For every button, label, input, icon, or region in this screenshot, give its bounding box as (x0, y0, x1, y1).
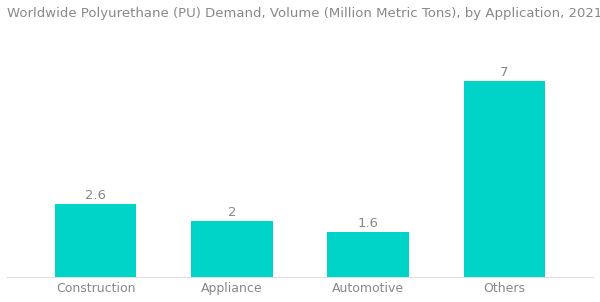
Text: 2.6: 2.6 (85, 189, 106, 202)
Bar (464, 81, 545, 277)
Bar (191, 221, 273, 277)
Text: 1.6: 1.6 (358, 217, 379, 230)
Text: 7: 7 (500, 66, 509, 79)
Bar (55, 204, 136, 277)
Text: 2: 2 (227, 206, 236, 219)
Text: Worldwide Polyurethane (PU) Demand, Volume (Million Metric Tons), by Application: Worldwide Polyurethane (PU) Demand, Volu… (7, 7, 600, 20)
Bar (327, 233, 409, 277)
